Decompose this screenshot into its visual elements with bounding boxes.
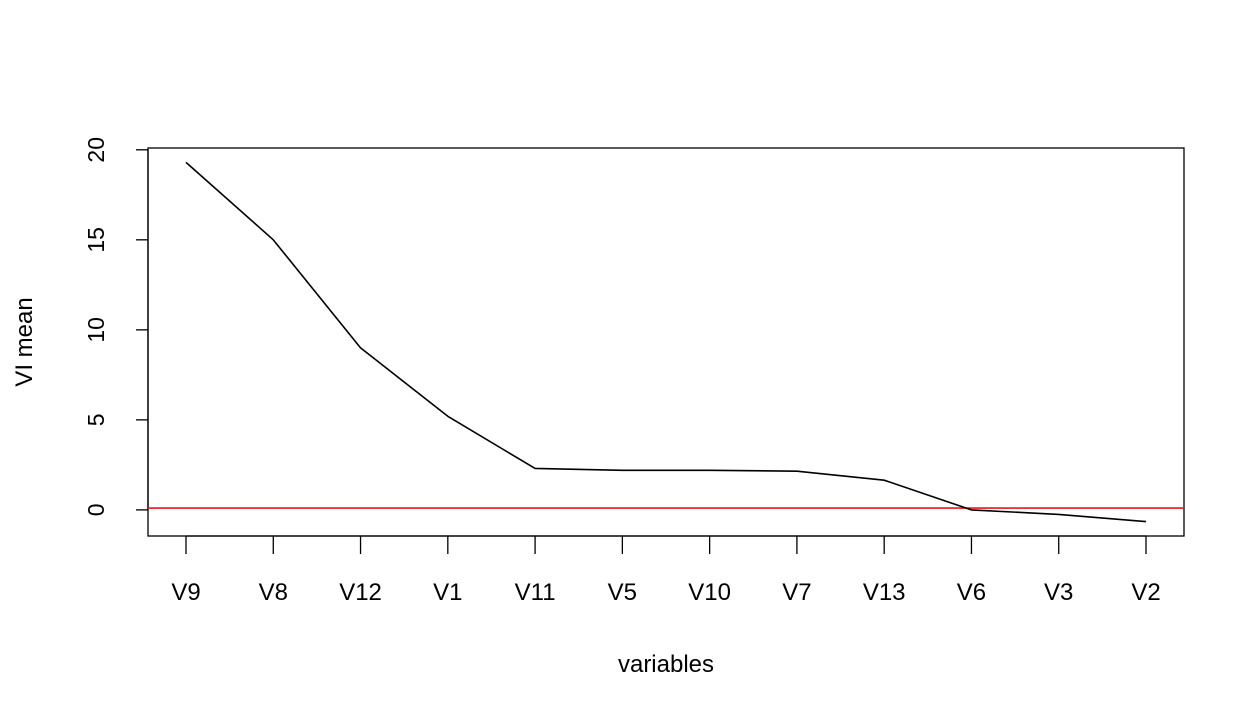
x-axis: V9 V8 V12 V1 V11 V5 V10 V7 V13 V6 V3 V2 [171,535,1161,606]
x-axis-label: variables [618,651,714,678]
x-tick-label: V11 [515,579,556,606]
x-tick-label: V9 [171,579,200,606]
series-layer [185,161,1147,523]
x-tick-label: V6 [957,579,986,606]
y-tick-label: 20 [83,137,109,163]
x-tick-label: V1 [433,579,462,606]
x-tick-label: V13 [863,579,906,606]
x-tick-label: V2 [1131,579,1160,606]
x-tick-label: V10 [688,579,731,606]
y-tick-label: 0 [83,503,109,516]
y-tick-label: 10 [83,317,109,343]
y-tick-label: 15 [83,227,109,253]
plot-frame [147,147,1185,537]
x-tick-label: V8 [259,579,288,606]
x-tick-label: V12 [339,579,382,606]
x-tick-label: V5 [608,579,637,606]
series-line [185,161,1147,523]
x-tick-label: V7 [782,579,811,606]
y-axis: 0 5 10 15 20 [83,137,149,516]
y-axis-label: VI mean [11,297,38,386]
y-tick-label: 5 [83,413,109,426]
x-tick-label: V3 [1044,579,1073,606]
